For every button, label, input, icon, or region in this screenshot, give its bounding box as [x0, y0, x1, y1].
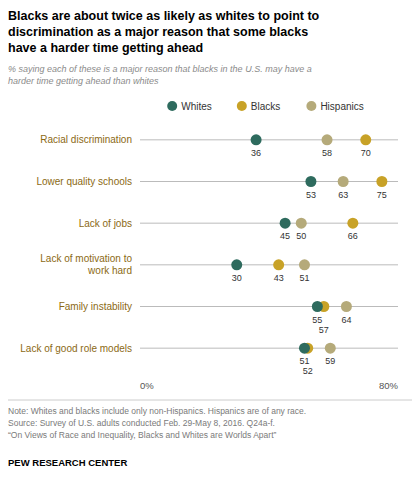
row-line [140, 223, 398, 224]
text-line: harder time getting ahead than whites [8, 76, 159, 86]
dot [305, 176, 316, 187]
legend-swatch [237, 101, 247, 111]
text-line: Lower quality schools [36, 176, 132, 187]
data-labels: 365870536375455066304351555764515259 [232, 148, 387, 376]
data-label: 53 [306, 190, 316, 200]
data-label: 57 [319, 325, 329, 335]
category-label: Lack of good role models [20, 343, 132, 354]
dot [376, 176, 387, 187]
category-label: Lower quality schools [36, 176, 132, 187]
text-line: % saying each of these is a major reason… [8, 64, 312, 74]
series-dots [273, 134, 387, 353]
series-dots [296, 134, 352, 353]
dot [273, 259, 284, 270]
data-label: 63 [338, 190, 348, 200]
data-label: 51 [299, 356, 309, 366]
subtitle: % saying each of these is a major reason… [8, 64, 312, 86]
row-line [140, 139, 398, 140]
dot [296, 218, 307, 229]
text-line: Source: Survey of U.S. adults conducted … [8, 418, 275, 428]
dot [322, 134, 333, 145]
legend-swatch [167, 101, 177, 111]
category-label: Family instability [59, 301, 132, 312]
dot [251, 134, 262, 145]
row-line [140, 264, 398, 265]
row-line [140, 306, 398, 307]
x-tick-label: 0% [140, 380, 154, 391]
data-label: 64 [341, 315, 351, 325]
x-tick-label: 80% [379, 380, 399, 391]
data-label: 50 [296, 231, 306, 241]
marks [231, 134, 387, 353]
text-line: work hard [87, 265, 132, 276]
dot [341, 301, 352, 312]
text-line: Lack of good role models [20, 343, 132, 354]
text-line: Lack of motivation to [40, 253, 132, 264]
row-line [140, 348, 398, 349]
data-label: 55 [312, 315, 322, 325]
data-label: 52 [303, 366, 313, 376]
category-label: Lack of motivation towork hard [40, 253, 132, 276]
data-label: 36 [251, 148, 261, 158]
text-line: Blacks are about twice as likely as whit… [8, 9, 320, 23]
dot [280, 218, 291, 229]
series-dots [231, 134, 323, 353]
data-label: 66 [348, 231, 358, 241]
chart-container: Blacks are about twice as likely as whit… [0, 0, 420, 488]
dot [347, 218, 358, 229]
rows [140, 140, 398, 348]
note: Note: Whites and blacks include only non… [8, 406, 306, 440]
data-label: 43 [274, 273, 284, 283]
text-line: Racial discrimination [40, 134, 132, 145]
legend: Whites Blacks Hispanics [167, 101, 364, 112]
dot [299, 343, 310, 354]
data-label: 58 [322, 148, 332, 158]
dot [338, 176, 349, 187]
text-line: have a harder time getting ahead [8, 41, 203, 55]
text-line: Lack of jobs [79, 218, 132, 229]
text-line: “On Views of Race and Inequality, Blacks… [8, 430, 277, 440]
data-label: 45 [280, 231, 290, 241]
separator [8, 400, 412, 401]
dot [312, 301, 323, 312]
legend-label: Whites [181, 101, 212, 112]
chart: Blacks are about twice as likely as whit… [0, 0, 420, 488]
text-line: Note: Whites and blacks include only non… [8, 406, 306, 416]
dot [231, 259, 242, 270]
data-label: 51 [299, 273, 309, 283]
data-label: 30 [232, 273, 242, 283]
category-label: Lack of jobs [79, 218, 132, 229]
source: PEW RESEARCH CENTER [8, 457, 127, 468]
data-label: 75 [377, 190, 387, 200]
row-line [140, 181, 398, 182]
x-axis: 0% 80% [140, 380, 399, 391]
dot [325, 343, 336, 354]
legend-label: Blacks [251, 101, 280, 112]
data-label: 70 [361, 148, 371, 158]
dot [360, 134, 371, 145]
title: Blacks are about twice as likely as whit… [8, 9, 320, 55]
text-line: Family instability [59, 301, 132, 312]
legend-label: Hispanics [320, 101, 363, 112]
category-label: Racial discrimination [40, 134, 132, 145]
dot [299, 259, 310, 270]
text-line: discrimination as a major reason that so… [8, 25, 308, 39]
data-label: 59 [325, 356, 335, 366]
legend-swatch [306, 101, 316, 111]
